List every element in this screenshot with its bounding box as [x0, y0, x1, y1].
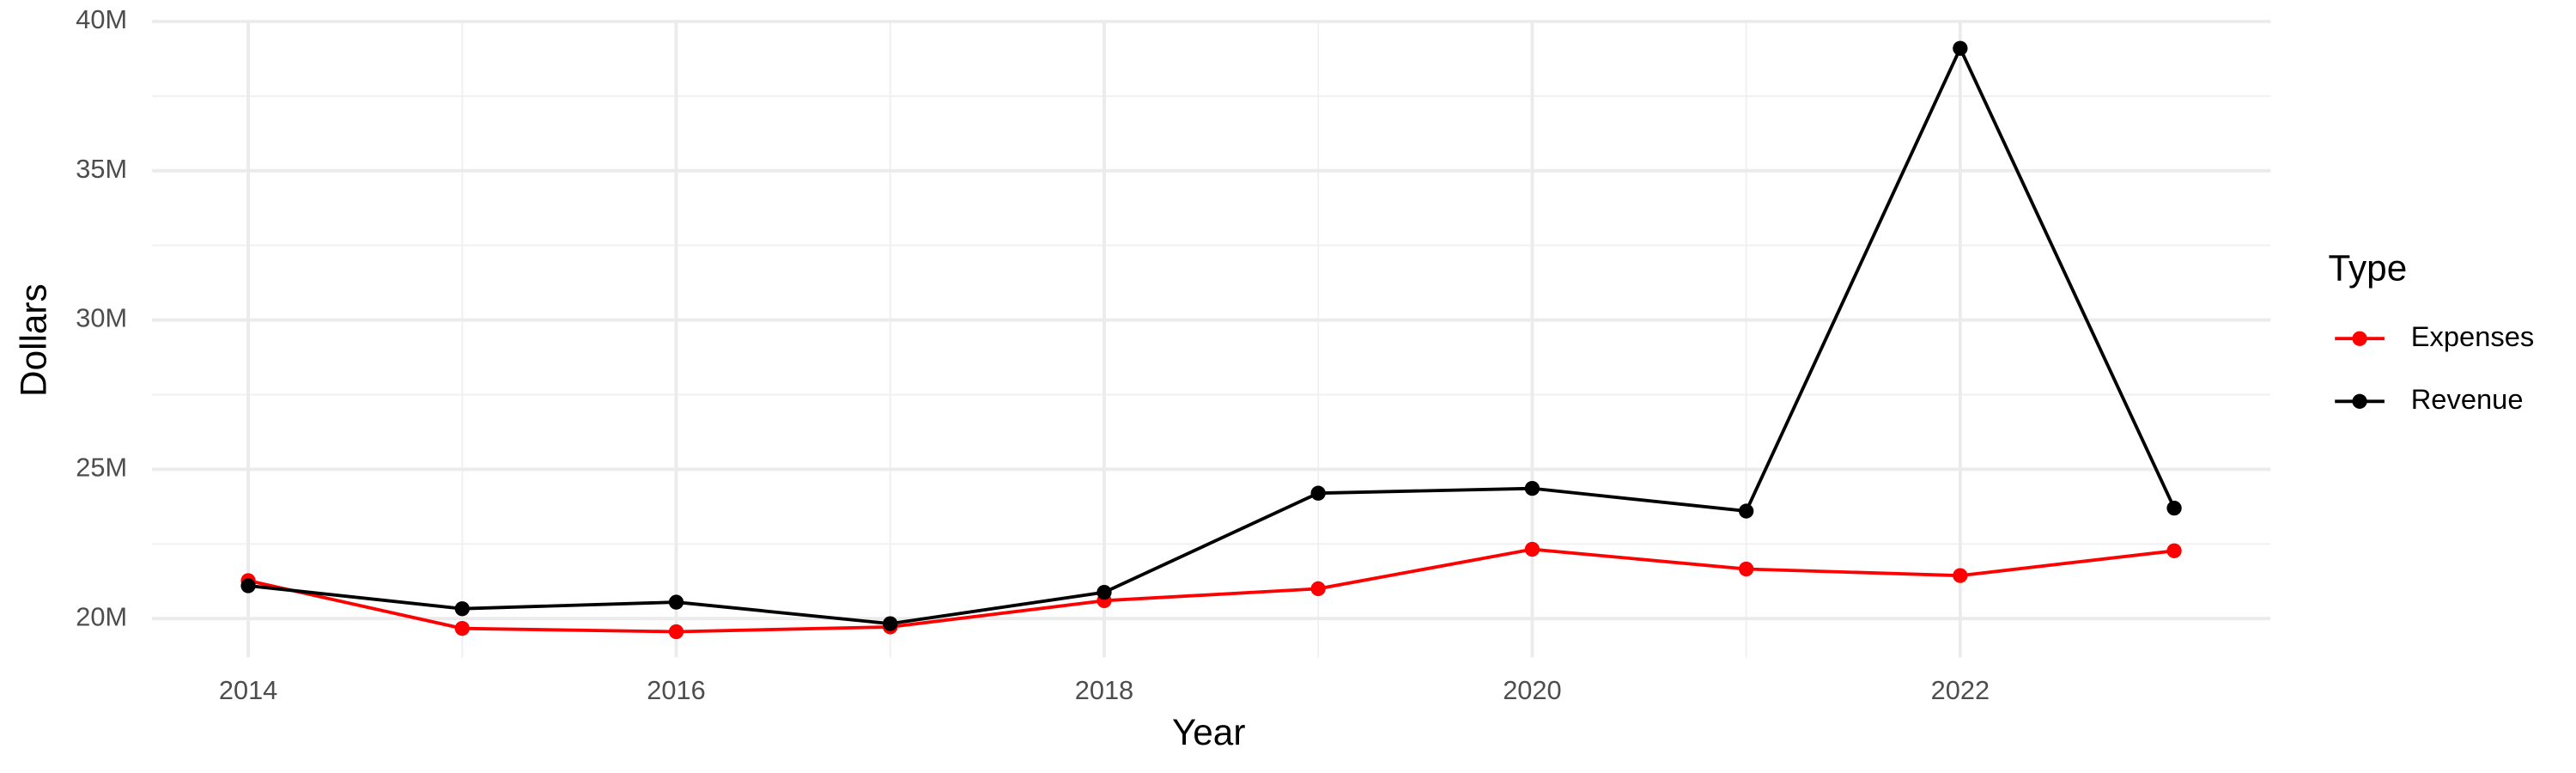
- legend-label: Revenue: [2411, 383, 2524, 415]
- data-point: [1953, 40, 1968, 56]
- x-tick-label: 2014: [219, 675, 277, 705]
- legend-label: Expenses: [2411, 320, 2535, 352]
- x-axis-title: Year: [1172, 712, 1245, 752]
- data-point: [2166, 543, 2182, 558]
- data-point: [668, 594, 684, 610]
- y-axis-title: Dollars: [13, 283, 53, 397]
- data-point: [1310, 581, 1326, 597]
- data-point: [1524, 480, 1540, 496]
- y-tick-label: 40M: [76, 4, 127, 34]
- y-tick-label: 20M: [76, 601, 127, 631]
- data-point: [668, 624, 684, 640]
- y-tick-label: 30M: [76, 303, 127, 333]
- data-point: [1738, 561, 1754, 577]
- y-tick-label: 25M: [76, 453, 127, 483]
- data-point: [1310, 485, 1326, 501]
- x-tick-label: 2016: [647, 675, 705, 705]
- x-tick-label: 2022: [1931, 675, 1990, 705]
- legend-title: Type: [2329, 248, 2408, 289]
- data-point: [454, 601, 470, 617]
- data-point: [1524, 541, 1540, 557]
- series-line: [247, 44, 2176, 626]
- data-point: [1953, 568, 1968, 583]
- series-line: [247, 547, 2175, 634]
- data-point: [454, 621, 470, 636]
- legend-marker: [2352, 393, 2367, 409]
- legend-marker: [2352, 331, 2367, 346]
- x-tick-label: 2018: [1075, 675, 1133, 705]
- data-point: [2166, 500, 2182, 516]
- y-tick-label: 35M: [76, 154, 127, 184]
- data-point: [883, 616, 898, 631]
- x-tick-label: 2020: [1503, 675, 1561, 705]
- data-point: [1097, 584, 1112, 600]
- data-point: [1738, 503, 1754, 519]
- data-point: [240, 578, 256, 593]
